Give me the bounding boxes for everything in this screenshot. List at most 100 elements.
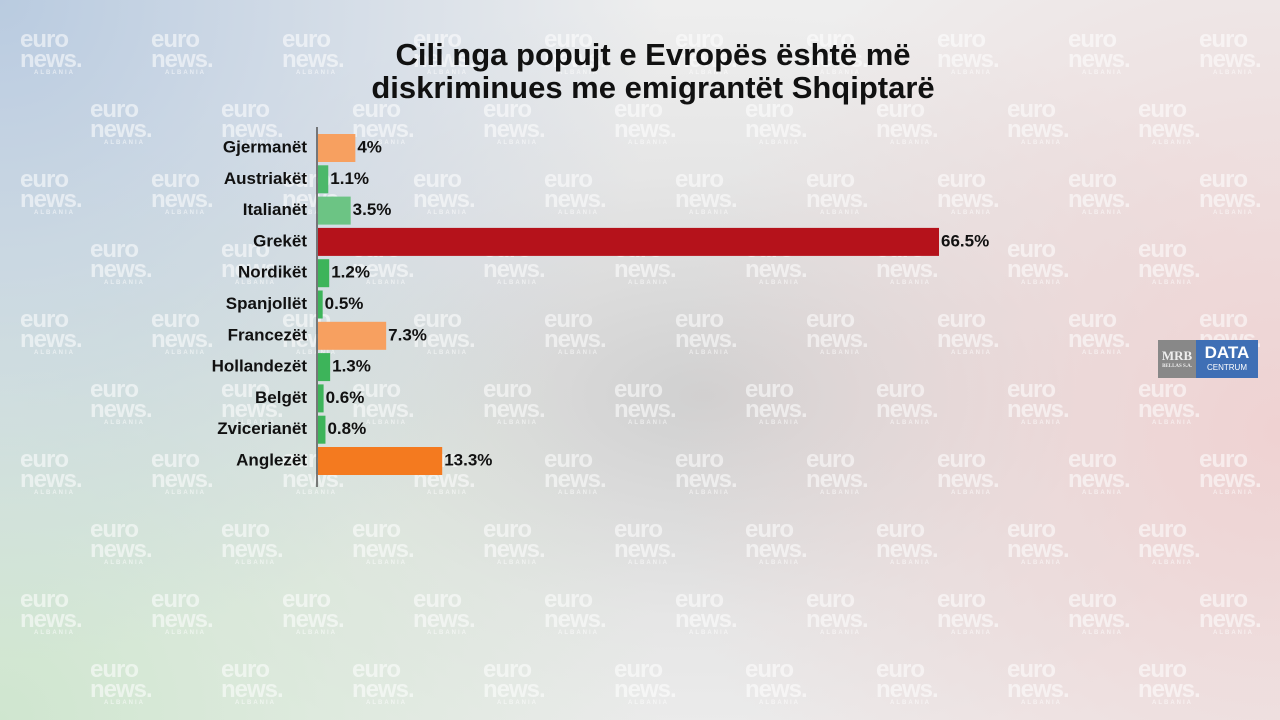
watermark-text: news. [90, 676, 153, 703]
y-tick-label: Anglezët [236, 450, 307, 469]
watermark-text: news. [483, 396, 546, 423]
watermark-text: news. [20, 46, 83, 73]
watermark-subtext: ALBANIA [34, 70, 75, 76]
watermark-text: news. [1007, 536, 1070, 563]
watermark-subtext: ALBANIA [951, 490, 992, 496]
watermark-text: news. [675, 46, 738, 73]
watermark-text: news. [806, 186, 869, 213]
watermark-text: news. [806, 606, 869, 633]
watermark-text: news. [413, 186, 476, 213]
watermark-subtext: ALBANIA [1213, 210, 1254, 216]
watermark-subtext: ALBANIA [890, 280, 931, 286]
watermark-text: euro [745, 376, 794, 403]
watermark-subtext: ALBANIA [1021, 560, 1062, 566]
watermark-text: euro [1138, 516, 1187, 543]
watermark-text: news. [614, 396, 677, 423]
logo-text: DATA [1204, 343, 1250, 362]
watermark-subtext: ALBANIA [759, 700, 800, 706]
bar [318, 290, 323, 319]
watermark-text: news. [614, 256, 677, 283]
watermark-text: euro [937, 306, 986, 333]
watermark-subtext: ALBANIA [558, 70, 599, 76]
watermark-subtext: ALBANIA [104, 560, 145, 566]
watermark-text: euro [413, 586, 462, 613]
watermark-text: euro [1068, 446, 1117, 473]
watermark-subtext: ALBANIA [1152, 700, 1193, 706]
logo-subtext: CENTRUM [1207, 363, 1247, 372]
watermark-subtext: ALBANIA [427, 350, 468, 356]
watermark-text: euro [1199, 446, 1248, 473]
watermark-text: news. [1007, 676, 1070, 703]
watermark-subtext: ALBANIA [235, 700, 276, 706]
bar [318, 321, 387, 350]
bar [318, 134, 356, 162]
watermark-subtext: ALBANIA [296, 70, 337, 76]
watermark-subtext: ALBANIA [165, 490, 206, 496]
watermark-text: euro [1138, 236, 1187, 263]
watermark-text: news. [1199, 606, 1262, 633]
watermark-subtext: ALBANIA [558, 210, 599, 216]
watermark-text: news. [1007, 256, 1070, 283]
watermark-text: news. [20, 606, 83, 633]
watermark-text: news. [282, 46, 345, 73]
watermark-text: news. [483, 676, 546, 703]
watermark-text: euro [745, 96, 794, 123]
watermark-text: euro [1199, 26, 1248, 53]
watermark-subtext: ALBANIA [890, 560, 931, 566]
y-tick-label: Spanjollët [226, 294, 308, 313]
watermark-text: news. [1007, 116, 1070, 143]
watermark-subtext: ALBANIA [497, 420, 538, 426]
watermark-text: news. [20, 466, 83, 493]
watermark-text: euro [90, 236, 139, 263]
watermark-subtext: ALBANIA [1152, 420, 1193, 426]
watermark-subtext: ALBANIA [235, 420, 276, 426]
watermark-text: news. [413, 606, 476, 633]
watermark-text: news. [1199, 46, 1262, 73]
watermark-subtext: ALBANIA [1021, 420, 1062, 426]
watermark-text: euro [1068, 306, 1117, 333]
watermark-text: euro [483, 376, 532, 403]
watermark-text: news. [1068, 466, 1131, 493]
y-tick-label: Zvicerianët [217, 419, 307, 438]
watermark-text: news. [1068, 186, 1131, 213]
watermark-text: euro [20, 306, 69, 333]
watermark-text: news. [352, 536, 415, 563]
watermark-text: euro [151, 586, 200, 613]
value-label: 4% [357, 137, 382, 156]
watermark-text: euro [413, 166, 462, 193]
watermark-subtext: ALBANIA [759, 140, 800, 146]
watermark-text: news. [675, 186, 738, 213]
logo-subtext: BELLAS S.A. [1162, 364, 1192, 369]
watermark-text: euro [151, 306, 200, 333]
watermark-text: euro [1068, 166, 1117, 193]
watermark-subtext: ALBANIA [34, 490, 75, 496]
watermark-subtext: ALBANIA [497, 700, 538, 706]
watermark-text: news. [151, 46, 214, 73]
watermark-text: news. [1199, 466, 1262, 493]
watermark-subtext: ALBANIA [689, 210, 730, 216]
watermark-subtext: ALBANIA [235, 280, 276, 286]
watermark-subtext: ALBANIA [366, 560, 407, 566]
watermark-text: news. [1068, 606, 1131, 633]
watermark-text: news. [221, 536, 284, 563]
